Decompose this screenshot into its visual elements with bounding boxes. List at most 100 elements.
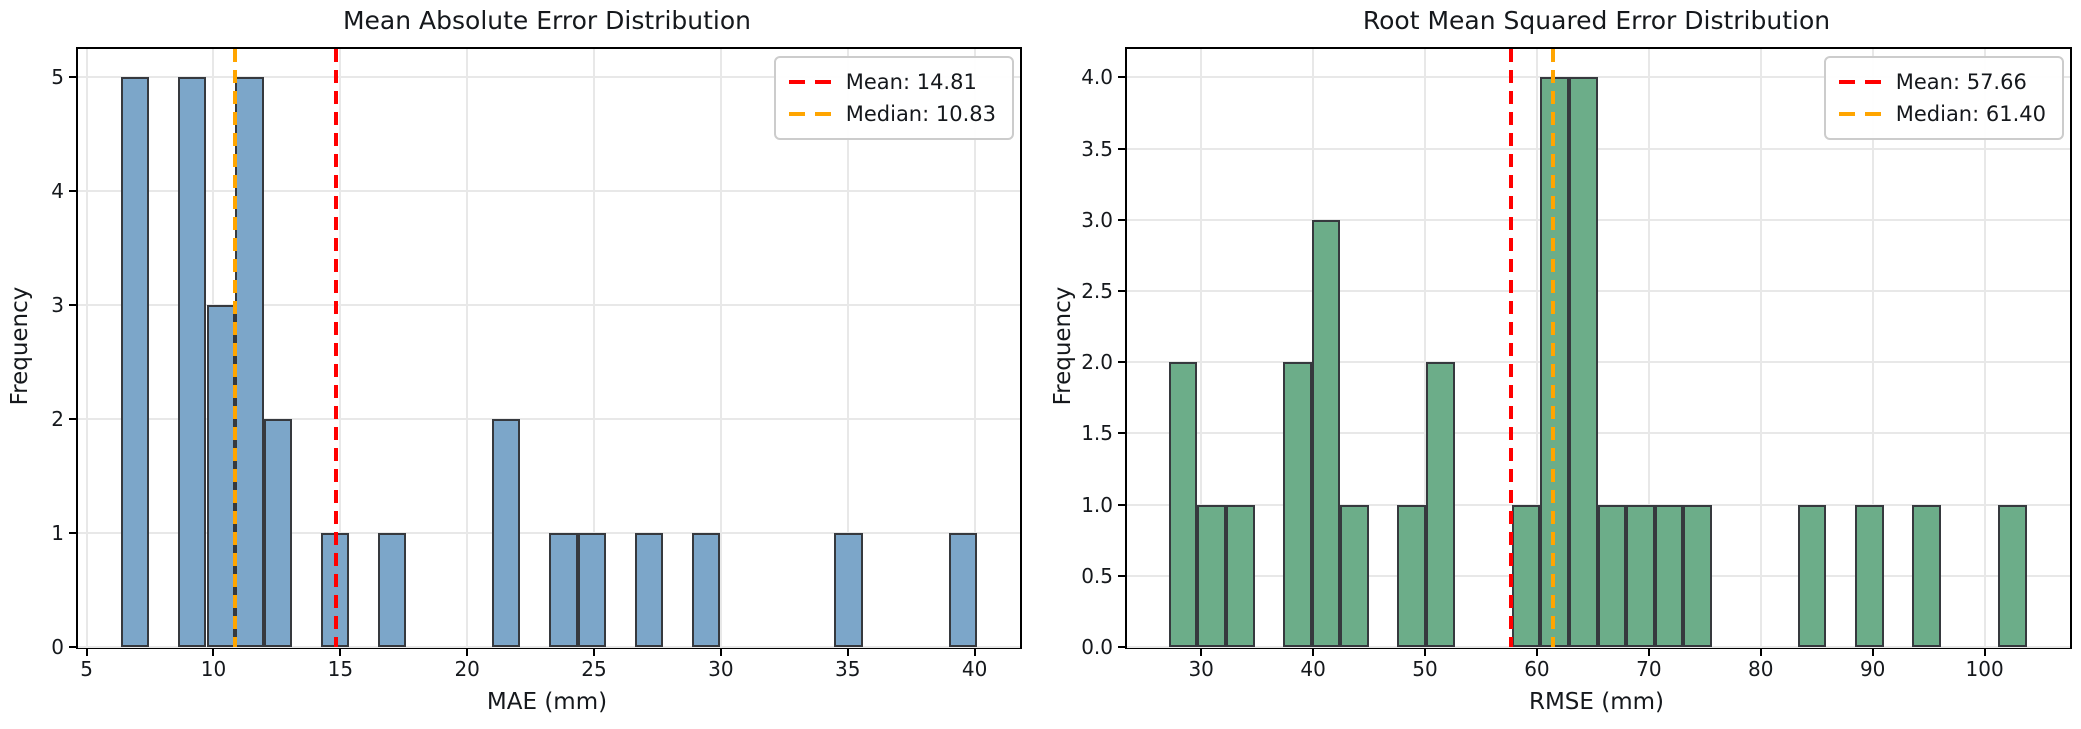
x-tick-label: 25 xyxy=(581,657,607,681)
histogram-bar xyxy=(235,77,264,647)
legend-label-mean: Mean: 57.66 xyxy=(1895,70,2027,94)
legend-item-median: Median: 10.83 xyxy=(788,98,996,130)
y-gridline xyxy=(1127,503,2070,506)
x-tick-label: 35 xyxy=(835,657,861,681)
histogram-bar xyxy=(1855,504,1884,647)
x-tick-label: 90 xyxy=(1859,657,1886,681)
y-tick-label: 0 xyxy=(51,635,64,659)
histogram-bar xyxy=(491,419,521,647)
mean-line xyxy=(333,49,338,647)
x-tick-label: 5 xyxy=(80,657,93,681)
y-tick xyxy=(1118,361,1125,364)
y-gridline xyxy=(1127,432,2070,435)
y-tick xyxy=(69,76,76,79)
histogram-bar xyxy=(634,533,664,647)
histogram-bar xyxy=(1540,77,1570,647)
x-tick-label: 60 xyxy=(1524,657,1550,681)
x-tick xyxy=(846,649,849,656)
legend-item-mean: Mean: 57.66 xyxy=(1838,66,2046,98)
histogram-bar xyxy=(1654,504,1684,647)
histogram-bar xyxy=(948,533,978,647)
mean-line-swatch xyxy=(788,80,831,84)
x-gridline xyxy=(593,49,596,647)
x-tick xyxy=(593,649,596,656)
histogram-bar xyxy=(120,77,150,647)
x-tick-label: 15 xyxy=(327,657,354,681)
x-gridline xyxy=(1535,49,1538,647)
y-gridline xyxy=(1127,76,2070,79)
histogram-bar xyxy=(1283,362,1312,647)
y-tick-label: 0.5 xyxy=(1081,563,1113,588)
y-tick xyxy=(1118,432,1125,435)
histogram-bar xyxy=(1340,504,1369,647)
x-gridline xyxy=(339,49,342,647)
median-line-swatch xyxy=(788,112,831,116)
histogram-bar xyxy=(1597,504,1627,647)
histogram-bar xyxy=(691,533,721,647)
x-tick xyxy=(1983,649,1986,656)
y-tick xyxy=(69,418,76,421)
histogram-bar xyxy=(1197,504,1226,647)
y-tick-label: 3 xyxy=(51,293,64,318)
y-tick xyxy=(1118,646,1125,648)
y-tick xyxy=(1118,147,1125,150)
y-tick xyxy=(1118,218,1125,221)
x-gridline xyxy=(85,49,88,647)
x-tick-label: 50 xyxy=(1412,657,1438,681)
x-tick xyxy=(1759,649,1762,656)
x-gridline xyxy=(1871,49,1874,647)
x-axis-label: MAE (mm) xyxy=(486,689,608,715)
y-gridline xyxy=(78,646,1020,648)
mean-line xyxy=(1508,49,1513,647)
x-tick-label: 30 xyxy=(1188,657,1214,681)
y-tick-label: 2.5 xyxy=(1081,279,1113,304)
x-axis-label: RMSE (mm) xyxy=(1528,689,1665,715)
y-gridline xyxy=(1127,361,2070,364)
chart-title: Root Mean Squared Error Distribution xyxy=(1362,6,1831,35)
legend-item-mean: Mean: 14.81 xyxy=(788,66,996,98)
chart-title: Mean Absolute Error Distribution xyxy=(342,6,751,35)
x-tick xyxy=(1535,649,1538,656)
x-gridline xyxy=(719,49,722,647)
legend-item-median: Median: 61.40 xyxy=(1838,98,2046,130)
x-tick xyxy=(1312,649,1315,656)
x-gridline xyxy=(973,49,976,647)
y-gridline xyxy=(78,304,1020,307)
x-gridline xyxy=(1759,49,1762,647)
legend-label-median: Median: 61.40 xyxy=(1895,102,2046,126)
x-tick-label: 80 xyxy=(1748,657,1774,681)
x-tick-label: 40 xyxy=(1300,657,1326,681)
y-gridline xyxy=(1127,218,2070,221)
plot-area: Mean: 14.81 Median: 10.83 5 10 15 20 25 30 35 4… xyxy=(51,47,1022,681)
y-tick-label: 5 xyxy=(51,65,64,90)
y-tick xyxy=(1118,290,1125,293)
x-tick xyxy=(1424,649,1427,656)
y-tick-label: 1 xyxy=(51,521,64,546)
median-line xyxy=(1550,49,1555,647)
plot-area: Mean: 57.66 Median: 61.40 30 40 50 60 70 80 90… xyxy=(1081,47,2072,681)
median-line xyxy=(232,49,237,647)
x-tick-label: 70 xyxy=(1636,657,1662,681)
histogram-bar xyxy=(1997,504,2027,647)
y-gridline xyxy=(1127,646,2070,648)
x-tick xyxy=(466,649,469,656)
histogram-bar xyxy=(1426,362,1455,647)
x-tick-label: 100 xyxy=(1965,657,2004,681)
y-tick-label: 0.0 xyxy=(1081,635,1113,659)
x-tick xyxy=(719,649,722,656)
y-tick xyxy=(1118,574,1125,577)
y-gridline xyxy=(78,76,1020,79)
x-tick xyxy=(973,649,976,656)
x-gridline xyxy=(1647,49,1650,647)
x-tick xyxy=(1871,649,1874,656)
mean-line-swatch xyxy=(1838,80,1881,84)
x-tick-label: 30 xyxy=(708,657,734,681)
y-gridline xyxy=(78,418,1020,421)
histogram-bar xyxy=(1626,504,1655,647)
x-tick xyxy=(212,649,215,656)
y-tick xyxy=(69,646,76,648)
x-tick xyxy=(1200,649,1203,656)
histogram-bar xyxy=(1797,504,1827,647)
y-gridline xyxy=(78,190,1020,193)
